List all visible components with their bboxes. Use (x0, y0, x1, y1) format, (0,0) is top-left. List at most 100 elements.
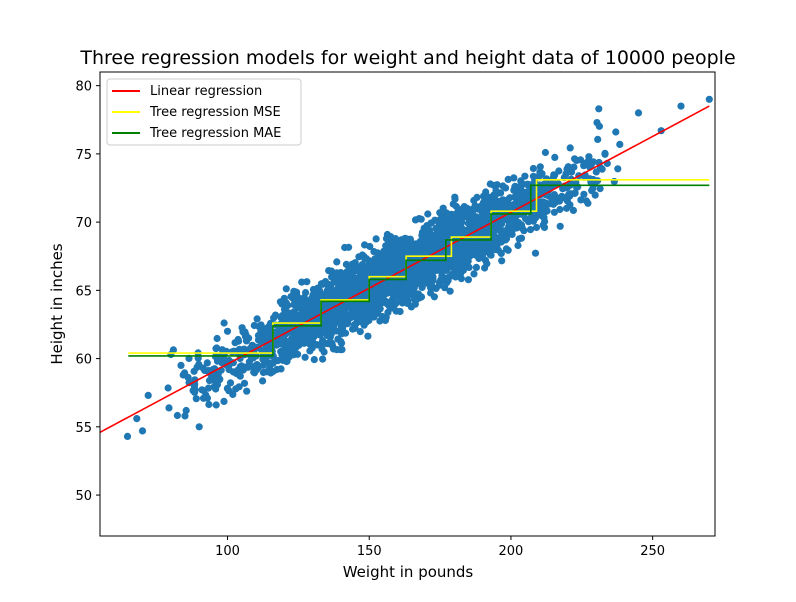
scatter-point (610, 177, 618, 186)
scatter-point (585, 153, 593, 161)
scatter-point (285, 344, 293, 352)
scatter-point (319, 355, 327, 363)
scatter-point (331, 308, 339, 316)
scatter-point (425, 243, 433, 251)
scatter-point (304, 299, 312, 307)
scatter-point (502, 245, 510, 253)
scatter-point (490, 193, 499, 201)
scatter-point (492, 187, 500, 195)
scatter-point (334, 289, 342, 297)
scatter-point (472, 263, 480, 271)
scatter-point (418, 238, 426, 246)
scatter-point (507, 219, 515, 227)
scatter-point (436, 279, 444, 287)
scatter-point (295, 304, 303, 312)
scatter-point (551, 153, 559, 161)
scatter-point (218, 346, 226, 354)
scatter-point (213, 344, 221, 352)
scatter-point (504, 175, 512, 183)
scatter-point (392, 245, 400, 253)
scatter-point (344, 320, 352, 328)
scatter-point (215, 376, 223, 384)
x-axis: 100 150 200 250 (215, 536, 665, 559)
scatter-point (446, 287, 454, 295)
scatter-point (173, 411, 181, 420)
scatter-point (212, 385, 220, 393)
scatter-point (596, 185, 604, 193)
scatter-point (473, 223, 481, 231)
scatter-point (226, 379, 235, 387)
y-axis: 50 55 60 65 70 75 80 (75, 80, 100, 504)
scatter-point (514, 241, 522, 250)
scatter-point (229, 368, 237, 376)
scatter-point (571, 155, 579, 163)
scatter-point (563, 165, 571, 173)
plot-frame (99, 71, 716, 537)
scatter-point (235, 383, 243, 391)
scatter-point (541, 148, 550, 157)
scatter-point (493, 181, 501, 189)
scatter-point (444, 211, 452, 220)
scatter-point (375, 286, 383, 294)
scatter-point (297, 313, 305, 321)
scatter-point (213, 334, 221, 343)
scatter-point (516, 222, 524, 230)
scatter-point (167, 350, 175, 359)
x-tick-label: 150 (357, 544, 382, 559)
scatter-point (259, 377, 267, 385)
scatter-point (511, 182, 519, 190)
scatter-point (413, 249, 421, 258)
x-tick-label: 250 (640, 544, 665, 559)
scatter-point (464, 276, 472, 284)
scatter-point (584, 199, 592, 207)
scatter-point (463, 263, 472, 271)
scatter-point (282, 307, 290, 315)
scatter-point (598, 165, 606, 173)
scatter-point (595, 122, 604, 130)
scatter-point (441, 260, 449, 269)
scatter-point (470, 196, 478, 205)
scatter-point (452, 273, 460, 281)
scatter-point (550, 191, 559, 199)
scatter-point (448, 220, 457, 228)
scatter-point (273, 365, 281, 374)
y-tick-label: 75 (75, 148, 92, 163)
scatter-point (199, 394, 208, 402)
scatter-point (254, 336, 263, 344)
scatter-point (589, 158, 597, 166)
scatter-point (213, 357, 222, 365)
y-tick-label: 65 (75, 284, 92, 299)
scatter-point (594, 177, 602, 185)
scatter-point (427, 289, 435, 297)
legend-label-tree-mse: Tree regression MSE (149, 105, 281, 120)
scatter-point (138, 427, 147, 435)
scatter-point (338, 346, 346, 354)
scatter-point (181, 412, 189, 420)
scatter-point (540, 223, 549, 231)
scatter-point (200, 387, 208, 395)
scatter-point (421, 278, 429, 286)
scatter-point (306, 340, 314, 348)
scatter-point (445, 226, 453, 234)
scatter-point (231, 339, 239, 347)
scatter-point (477, 203, 485, 211)
scatter-point (526, 226, 535, 234)
scatter-point (342, 310, 350, 318)
scatter-point (424, 210, 432, 218)
scatter-point (359, 273, 367, 281)
scatter-point (223, 384, 231, 392)
scatter-point (253, 315, 261, 323)
x-tick-label: 200 (499, 544, 524, 559)
scatter-point (310, 356, 318, 364)
scatter-point (595, 105, 603, 113)
scatter-point (191, 388, 199, 396)
scatter-point (345, 243, 353, 251)
scatter-point (439, 241, 447, 249)
scatter-point (378, 294, 386, 302)
scatter-point (319, 337, 327, 345)
scatter-point (458, 214, 466, 222)
scatter-point (237, 362, 245, 370)
scatter-point (570, 163, 578, 171)
scatter-point (487, 251, 495, 259)
